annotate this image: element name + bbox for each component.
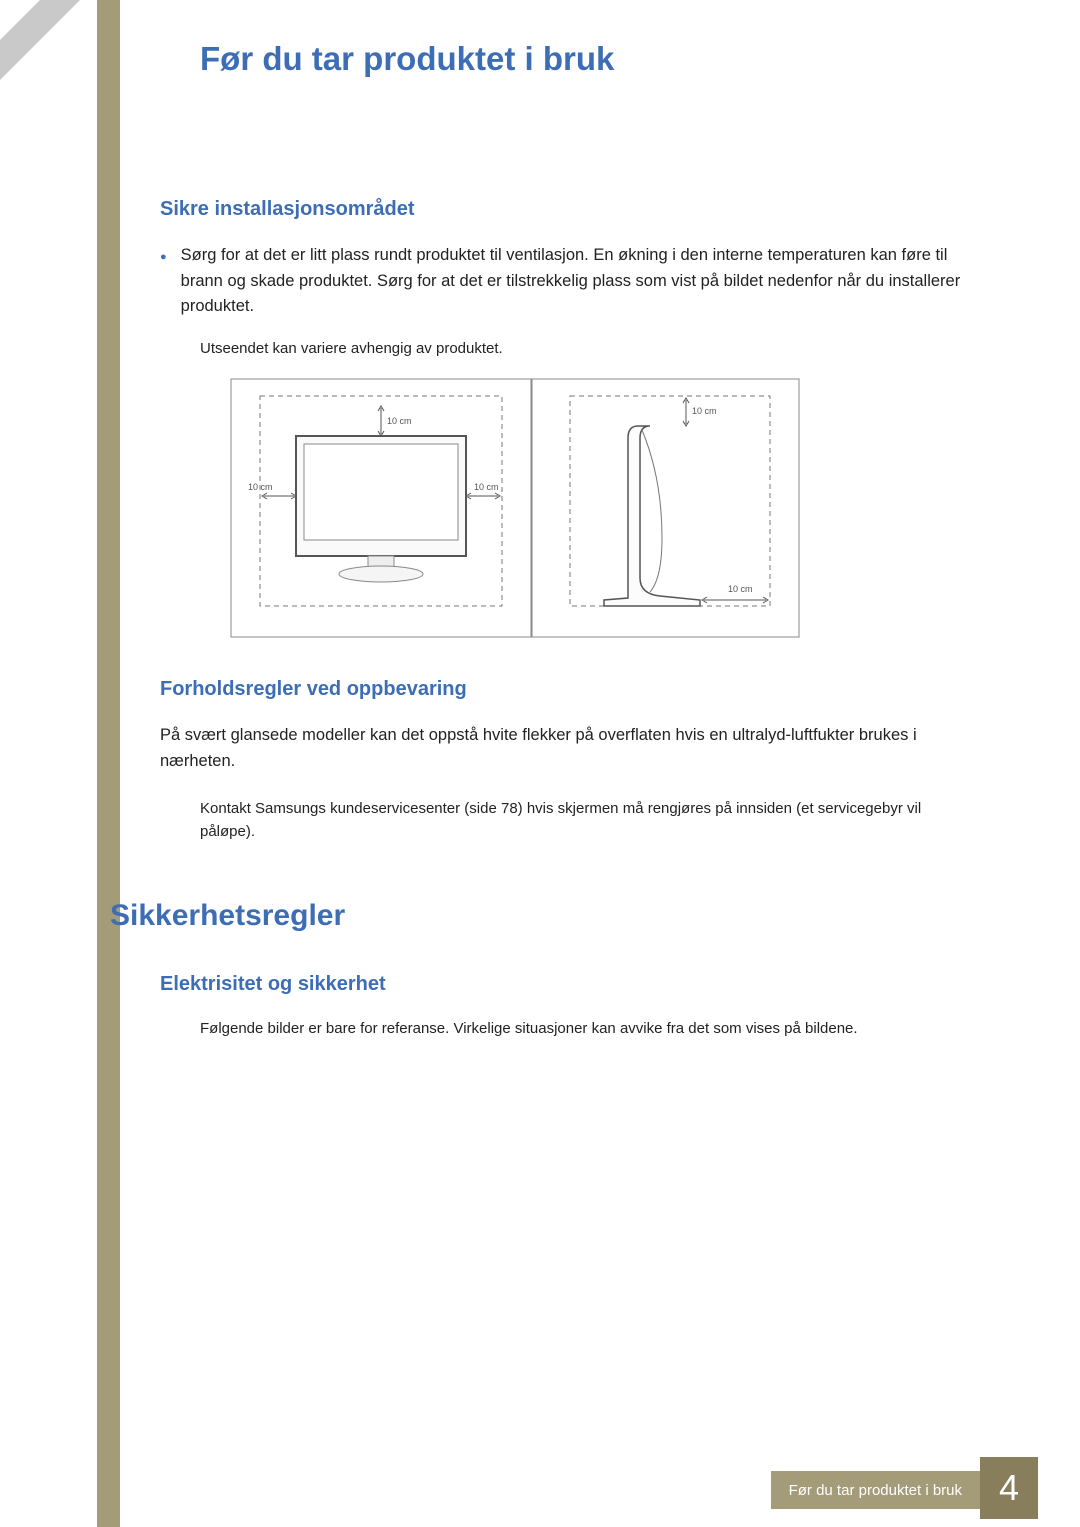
diagram-label-top: 10 cm [387, 416, 412, 426]
page-footer: Før du tar produktet i bruk 4 [0, 1477, 1080, 1527]
heading-storage: Forholdsregler ved oppbevaring [160, 678, 980, 701]
electricity-note: Følgende bilder er bare for referanse. V… [200, 1018, 980, 1041]
clearance-diagram: 10 cm 10 cm 10 cm 10 cm [230, 378, 980, 638]
heading-safety: Sikkerhetsregler [110, 899, 980, 933]
bullet-icon: ● [160, 249, 167, 320]
install-bullet-text: Sørg for at det er litt plass rundt prod… [181, 243, 980, 320]
page-content: Før du tar produktet i bruk Sikre instal… [160, 40, 980, 1059]
diagram-label-side-bottom: 10 cm [728, 584, 753, 594]
page-title: Før du tar produktet i bruk [200, 40, 980, 78]
sidebar-strip [97, 0, 120, 1527]
footer-title: Før du tar produktet i bruk [771, 1471, 980, 1509]
install-bullet-row: ● Sørg for at det er litt plass rundt pr… [160, 243, 980, 320]
corner-fold [0, 0, 80, 80]
page-number: 4 [980, 1457, 1038, 1519]
heading-install: Sikre installasjonsområdet [160, 198, 980, 221]
storage-body: På svært glansede modeller kan det oppst… [160, 723, 980, 774]
diagram-label-right: 10 cm [474, 482, 499, 492]
storage-note: Kontakt Samsungs kundeservicesenter (sid… [200, 798, 980, 843]
diagram-label-left: 10 cm [248, 482, 273, 492]
heading-electricity: Elektrisitet og sikkerhet [160, 973, 980, 996]
diagram-label-side-top: 10 cm [692, 406, 717, 416]
install-note: Utseendet kan variere avhengig av produk… [200, 338, 980, 361]
